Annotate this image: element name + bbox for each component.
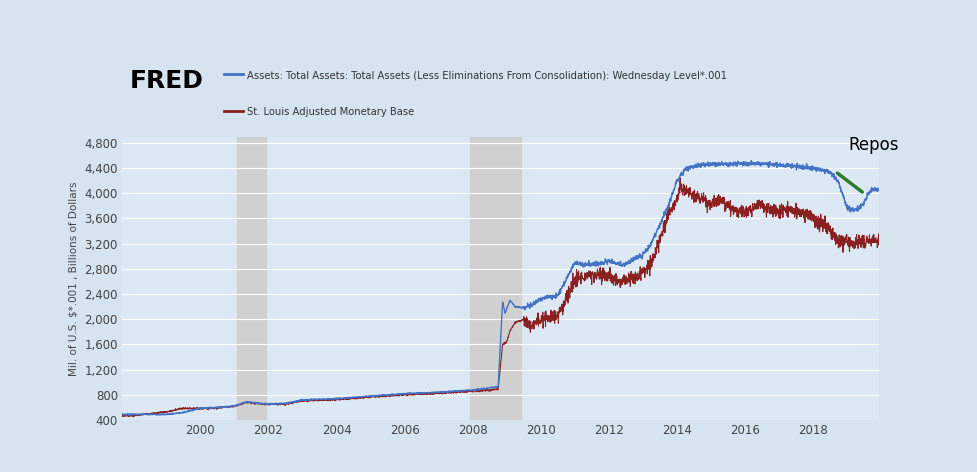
Text: FRED: FRED: [130, 68, 203, 93]
Y-axis label: Mil. of U.S. $*.001 , Billions of Dollars: Mil. of U.S. $*.001 , Billions of Dollar…: [69, 181, 79, 376]
Bar: [470, 136, 521, 420]
Text: St. Louis Adjusted Monetary Base: St. Louis Adjusted Monetary Base: [247, 107, 414, 117]
Text: Repos: Repos: [849, 136, 899, 154]
Text: Assets: Total Assets: Total Assets (Less Eliminations From Consolidation): Wedne: Assets: Total Assets: Total Assets (Less…: [247, 71, 727, 81]
Bar: [237, 136, 266, 420]
